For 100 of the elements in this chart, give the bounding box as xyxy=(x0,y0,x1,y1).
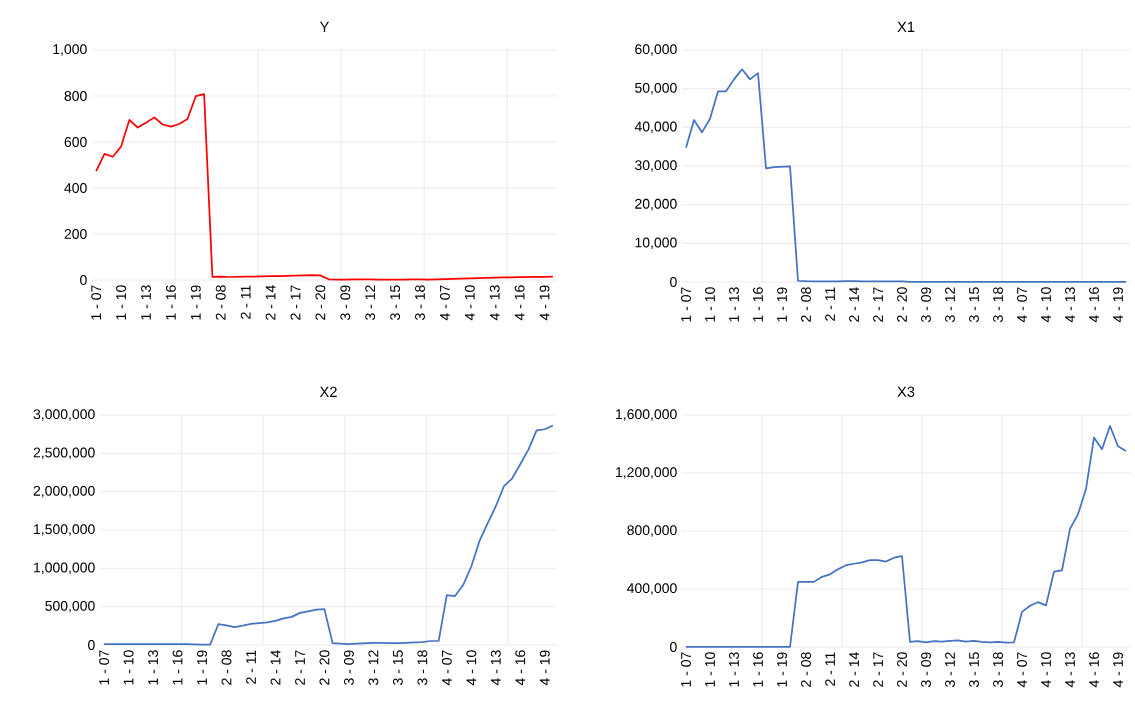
y-tick-label: 30,000 xyxy=(635,160,677,172)
x-tick-label: 4 - 07 xyxy=(1017,652,1027,688)
y-tick-label: 500,000 xyxy=(45,600,95,613)
x-tick-label: 2 - 20 xyxy=(897,652,907,687)
y-tick-label: 1,200,000 xyxy=(616,467,677,479)
y-tick-label: 10,000 xyxy=(635,237,677,250)
x-tick-label: 1 - 19 xyxy=(777,652,787,687)
x-tick-label: 4 - 10 xyxy=(464,285,475,321)
x-tick-label: 1 - 10 xyxy=(116,285,127,320)
x-tick-label: 1 - 19 xyxy=(190,285,201,320)
x-tick-label: 1 - 16 xyxy=(753,652,763,687)
x-tick-label: 3 - 09 xyxy=(921,287,931,322)
x-tick-label: 3 - 09 xyxy=(921,652,931,687)
x-tick-label: 2 - 17 xyxy=(290,285,301,320)
x-tick-label: 2 - 20 xyxy=(319,650,330,685)
chart-title: X1 xyxy=(897,21,915,32)
x-tick-label: 2 - 20 xyxy=(897,287,907,322)
chart-title: Y xyxy=(319,21,330,32)
x-tick-label: 2 - 08 xyxy=(215,285,226,320)
x-tick-label: 4 - 16 xyxy=(515,650,526,686)
y-tick-label: 2,000,000 xyxy=(33,485,95,498)
y-tick-label: 3,000,000 xyxy=(33,409,95,421)
x-tick-label: 1 - 13 xyxy=(729,287,739,322)
x-tick-label: 1 - 07 xyxy=(681,287,691,322)
x-tick-label: 4 - 13 xyxy=(1065,652,1075,688)
x-tick-label: 4 - 19 xyxy=(1113,287,1123,323)
x-tick-label: 1 - 10 xyxy=(705,287,715,322)
x-tick-label: 2 - 14 xyxy=(849,287,859,322)
x-tick-label: 4 - 07 xyxy=(439,285,450,321)
y-tick-label: 0 xyxy=(670,277,677,287)
x-tick-label: 3 - 09 xyxy=(343,650,354,685)
y-tick-label: 200 xyxy=(64,229,87,239)
x-tick-label: 1 - 13 xyxy=(141,285,151,320)
x-tick-label: 4 - 10 xyxy=(1041,287,1051,323)
x-tick-label: 4 - 10 xyxy=(466,650,477,686)
x-tick-label: 3 - 12 xyxy=(365,285,376,320)
x-tick-label: 1 - 07 xyxy=(91,285,102,320)
y-tick-label: 600 xyxy=(64,137,87,147)
y-tick-label: 50,000 xyxy=(635,82,677,95)
x-tick-label: 3 - 18 xyxy=(993,652,1003,687)
y-tick-label: 800,000 xyxy=(627,525,677,537)
x-tick-label: 2 - 14 xyxy=(270,650,281,685)
x-tick-label: 3 - 15 xyxy=(969,652,979,687)
x-tick-label: 1 - 10 xyxy=(123,650,134,685)
x-tick-label: 1 - 10 xyxy=(705,652,715,687)
x-tick-label: 1 - 19 xyxy=(777,287,787,322)
x-tick-label: 2 - 08 xyxy=(221,650,232,685)
x-tick-label: 1 - 07 xyxy=(681,652,691,687)
x-tick-label: 2 - 17 xyxy=(873,652,883,687)
x-tick-label: 1 - 16 xyxy=(172,650,183,685)
x-tick-label: 2 - 11 xyxy=(246,650,256,684)
y-tick-label: 400,000 xyxy=(627,583,677,595)
y-tick-label: 0 xyxy=(670,642,677,652)
x-tick-label: 1 - 13 xyxy=(729,652,739,687)
x-tick-label: 4 - 13 xyxy=(490,650,501,686)
x-tick-label: 3 - 18 xyxy=(415,285,425,320)
x-tick-label: 2 - 11 xyxy=(240,285,251,319)
x-tick-label: 1 - 16 xyxy=(165,285,176,320)
x-tick-label: 4 - 19 xyxy=(539,650,550,686)
y-tick-label: 0 xyxy=(80,275,87,285)
x-tick-label: 3 - 15 xyxy=(969,287,979,322)
x-tick-label: 3 - 15 xyxy=(392,650,403,685)
x-tick-label: 2 - 17 xyxy=(295,650,305,685)
y-tick-label: 60,000 xyxy=(635,44,677,56)
x-tick-label: 3 - 12 xyxy=(945,287,955,322)
chart-title: X3 xyxy=(897,386,915,397)
x-tick-label: 2 - 14 xyxy=(849,652,859,687)
y-tick-label: 20,000 xyxy=(635,198,677,211)
x-tick-label: 4 - 19 xyxy=(1113,652,1123,688)
x-tick-label: 3 - 15 xyxy=(390,285,401,320)
y-tick-label: 40,000 xyxy=(634,121,677,134)
y-tick-label: 1,600,000 xyxy=(616,409,677,421)
x-tick-label: 4 - 13 xyxy=(489,285,500,321)
x-tick-label: 2 - 14 xyxy=(265,285,276,320)
y-tick-label: 800 xyxy=(64,91,87,101)
y-tick-label: 2,500,000 xyxy=(33,447,95,460)
x-tick-label: 4 - 07 xyxy=(1017,287,1027,323)
x-tick-label: 3 - 12 xyxy=(945,652,955,687)
x-tick-label: 1 - 19 xyxy=(197,650,207,685)
x-tick-label: 3 - 18 xyxy=(417,650,428,685)
x-tick-label: 3 - 09 xyxy=(340,285,351,320)
y-tick-label: 1,000,000 xyxy=(34,562,95,575)
x-tick-label: 2 - 08 xyxy=(801,652,811,687)
x-tick-label: 2 - 20 xyxy=(315,285,326,320)
x-tick-label: 3 - 18 xyxy=(993,287,1003,322)
x-tick-label: 2 - 08 xyxy=(801,287,811,322)
x-tick-label: 1 - 16 xyxy=(753,287,763,322)
x-tick-label: 4 - 16 xyxy=(1089,287,1099,323)
x-tick-label: 4 - 10 xyxy=(1041,652,1051,688)
x-tick-label: 2 - 11 xyxy=(825,652,835,686)
x-tick-label: 2 - 11 xyxy=(825,287,835,321)
y-tick-label: 1,500,000 xyxy=(34,524,95,536)
y-tick-label: 400 xyxy=(64,183,87,193)
x-tick-label: 1 - 07 xyxy=(99,650,110,685)
x-tick-label: 4 - 13 xyxy=(1065,287,1075,323)
x-tick-label: 2 - 17 xyxy=(873,287,883,322)
x-tick-label: 4 - 07 xyxy=(441,650,452,686)
chart-title: X2 xyxy=(319,386,337,397)
y-tick-label: 1,000 xyxy=(53,44,87,56)
x-tick-label: 4 - 19 xyxy=(539,285,550,321)
